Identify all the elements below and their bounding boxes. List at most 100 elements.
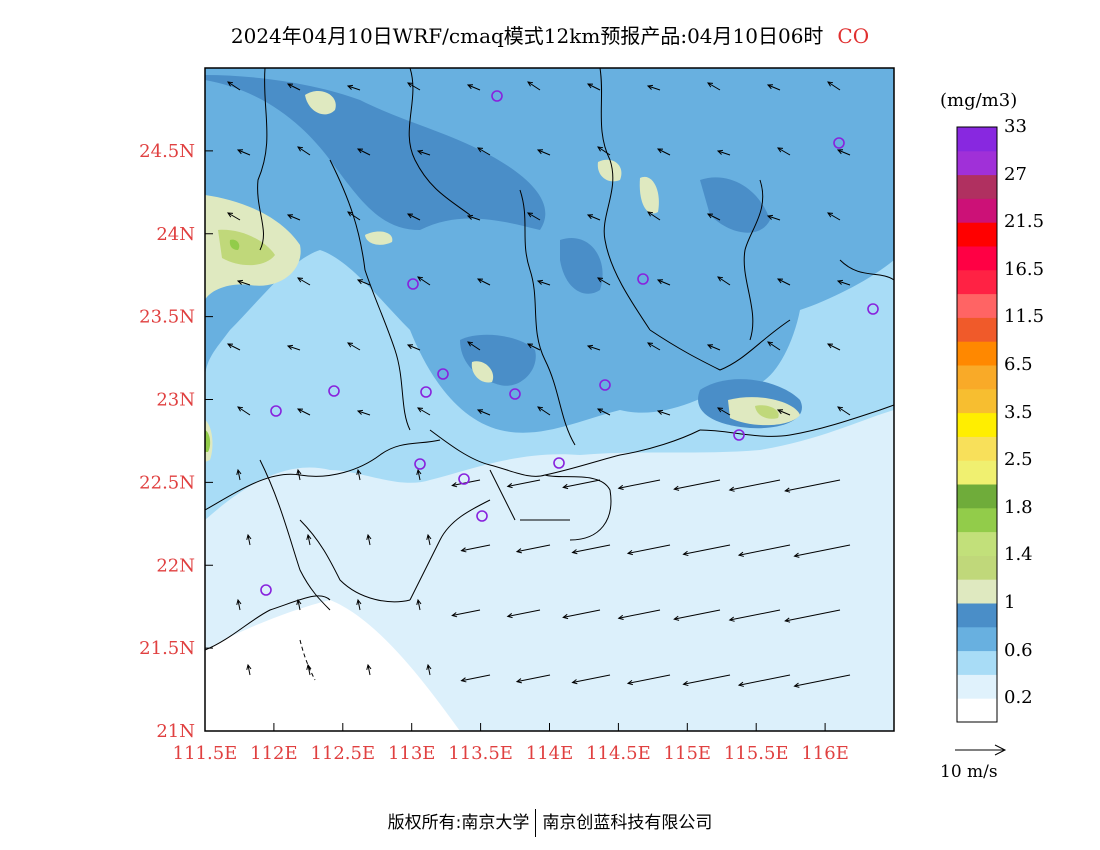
band-1-4-patch-e xyxy=(471,361,494,383)
sea-clear-area xyxy=(205,600,460,731)
lon-tick-label: 113.5E xyxy=(448,743,513,764)
colorbar-swatch xyxy=(957,579,997,604)
colorbar-label: 0.6 xyxy=(1004,639,1033,661)
wind-vector-head xyxy=(784,487,791,493)
colorbar-swatch xyxy=(957,484,997,509)
wind-vector xyxy=(785,479,841,492)
wind-vector xyxy=(477,409,491,416)
wind-vector-head xyxy=(406,213,414,219)
wind-vector xyxy=(357,148,371,156)
colorbar-label: 33 xyxy=(1004,116,1027,137)
wind-vector-head xyxy=(656,279,664,285)
wind-vector-head xyxy=(237,406,244,412)
wind-vector-head xyxy=(647,211,654,217)
wind-vector xyxy=(347,85,361,91)
wind-vector-head xyxy=(476,409,484,415)
wind-vector-head xyxy=(227,81,234,87)
station-marker xyxy=(637,273,649,285)
wind-vector xyxy=(794,674,851,687)
wind-vector-head xyxy=(728,486,735,492)
band-1-4-patch-f xyxy=(365,231,393,245)
colorbar-swatch xyxy=(957,198,997,223)
colorbar-label: 1.8 xyxy=(1004,496,1033,518)
band-1-patch-mid xyxy=(560,238,603,294)
band-2-5-edge xyxy=(205,430,211,452)
station-marker xyxy=(491,90,503,102)
wind-vector-head xyxy=(646,84,654,90)
colorbar-swatch xyxy=(957,127,997,152)
wind-vector xyxy=(287,83,301,91)
station-marker xyxy=(328,385,340,397)
wind-vector-head xyxy=(597,277,604,283)
wind-vector-head xyxy=(366,533,372,540)
wind-vector xyxy=(707,213,721,221)
lat-tick-label: 21.5N xyxy=(139,638,195,659)
wind-vector-head xyxy=(793,682,800,688)
wind-vector xyxy=(683,544,731,555)
lat-tick-label: 24N xyxy=(156,224,195,245)
colorbar-swatch xyxy=(957,603,997,628)
wind-vector-head xyxy=(347,211,354,217)
wind-vector-head xyxy=(467,341,474,347)
colorbar-swatch xyxy=(957,674,997,699)
wind-vector xyxy=(237,280,251,286)
colorbar-label: 6.5 xyxy=(1004,354,1033,375)
band-2-5-spot xyxy=(229,239,240,250)
wind-vector xyxy=(227,343,241,351)
wind-vector xyxy=(477,278,491,286)
wind-vector-head xyxy=(562,483,569,490)
colorbar-swatch xyxy=(957,341,997,366)
wind-vector-head xyxy=(656,409,664,415)
wind-vector xyxy=(717,150,731,156)
wind-vector-head xyxy=(673,485,680,491)
wind-vector-head xyxy=(717,407,724,413)
wind-vector-head xyxy=(416,598,422,605)
wind-vector xyxy=(827,212,841,221)
wind-vector-head xyxy=(597,146,604,152)
colorbar-label: 1 xyxy=(1004,592,1016,613)
wind-vector-head xyxy=(460,547,467,553)
wind-vector-head xyxy=(286,214,294,220)
lon-tick-label: 111.5E xyxy=(173,743,238,764)
wind-vector-head xyxy=(682,550,689,557)
wind-vector xyxy=(347,342,361,351)
wind-vector xyxy=(587,214,601,221)
lat-tick-label: 23N xyxy=(156,390,195,411)
copyright-company: 南京创蓝科技有限公司 xyxy=(542,813,713,833)
wind-vector-head xyxy=(706,213,714,219)
wind-vector-head xyxy=(536,279,544,285)
wind-vector-head xyxy=(673,615,680,621)
wind-vector xyxy=(237,406,251,416)
species-label: CO xyxy=(837,24,870,48)
lon-tick-label: 112.5E xyxy=(310,743,375,764)
colorbar-frame xyxy=(956,126,998,723)
station-marker xyxy=(733,429,745,441)
wind-vector-head xyxy=(236,149,244,155)
wind-vector-head xyxy=(536,149,544,155)
wind-vector xyxy=(417,469,421,481)
wind-vector xyxy=(627,544,671,554)
footer-separator xyxy=(535,809,537,837)
band-1-4-patch-a xyxy=(305,90,336,115)
wind-vector-head xyxy=(306,663,312,670)
axis-ticks: 111.5E 112E 112.5E 113E 113.5E 114E 114.5E 115E… xyxy=(139,141,849,764)
title-text: 2024年04月10日WRF/cmaq模式12km预报产品:04月10日06时 xyxy=(230,24,824,48)
colorbar-swatch xyxy=(957,174,997,199)
wind-vector xyxy=(597,277,611,286)
wind-vector xyxy=(427,664,431,676)
station-marker xyxy=(414,458,426,470)
wind-vector-head xyxy=(406,344,414,350)
wind-vector-head xyxy=(226,343,234,349)
colorbar-swatch xyxy=(957,460,997,485)
wind-vector-head xyxy=(716,149,724,155)
wind-vector xyxy=(657,279,671,286)
wind-vector xyxy=(297,469,301,481)
wind-vector xyxy=(407,82,421,91)
reference-wind-label: 10 m/s xyxy=(940,762,998,782)
wind-vector-head xyxy=(356,598,362,605)
wind-vector xyxy=(467,341,481,351)
wind-vector xyxy=(227,212,241,221)
wind-vector-head xyxy=(426,663,432,670)
wind-vector-head xyxy=(451,482,458,488)
lon-tick-label: 115E xyxy=(664,743,712,764)
